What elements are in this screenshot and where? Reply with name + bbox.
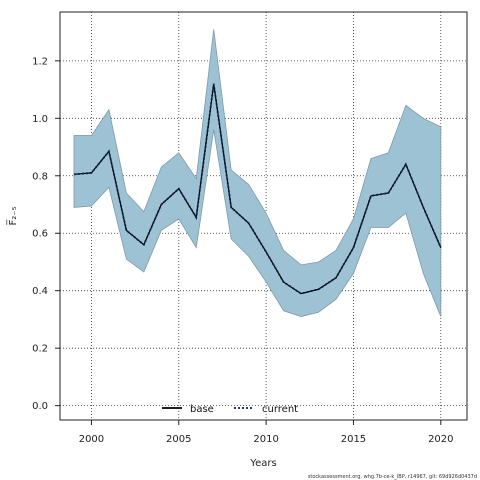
x-axis: 2000 2005 2010 2015 2020 xyxy=(79,420,454,445)
series-line-current xyxy=(73,83,442,295)
footnote: stockassessment.org, whg.7b-ce-k_IBP, r1… xyxy=(308,474,477,480)
y-tick-label: 0.2 xyxy=(32,344,48,355)
grid-lines xyxy=(60,12,467,420)
y-tick-label: 1.0 xyxy=(32,114,48,125)
x-tick-label: 2015 xyxy=(341,434,366,445)
y-tick-label: 1.2 xyxy=(32,56,48,67)
y-tick-label: 0.8 xyxy=(32,171,48,182)
x-axis-title: Years xyxy=(249,458,276,469)
y-axis-title: F̅₂₋₅ xyxy=(6,206,19,225)
y-axis: 0.0 0.2 0.4 0.6 0.8 1.0 1.2 xyxy=(32,56,60,412)
legend: base current xyxy=(162,404,298,415)
series-group xyxy=(73,83,442,295)
legend-label-base: base xyxy=(190,404,214,415)
legend-label-current: current xyxy=(262,404,298,415)
x-tick-label: 2020 xyxy=(428,434,453,445)
x-tick-label: 2000 xyxy=(79,434,104,445)
y-tick-label: 0.4 xyxy=(32,286,48,297)
confidence-band xyxy=(73,29,442,317)
x-tick-label: 2010 xyxy=(253,434,278,445)
y-tick-label: 0.6 xyxy=(32,229,48,240)
x-tick-label: 2005 xyxy=(166,434,191,445)
y-tick-label: 0.0 xyxy=(32,401,48,412)
plot-frame xyxy=(59,11,468,421)
